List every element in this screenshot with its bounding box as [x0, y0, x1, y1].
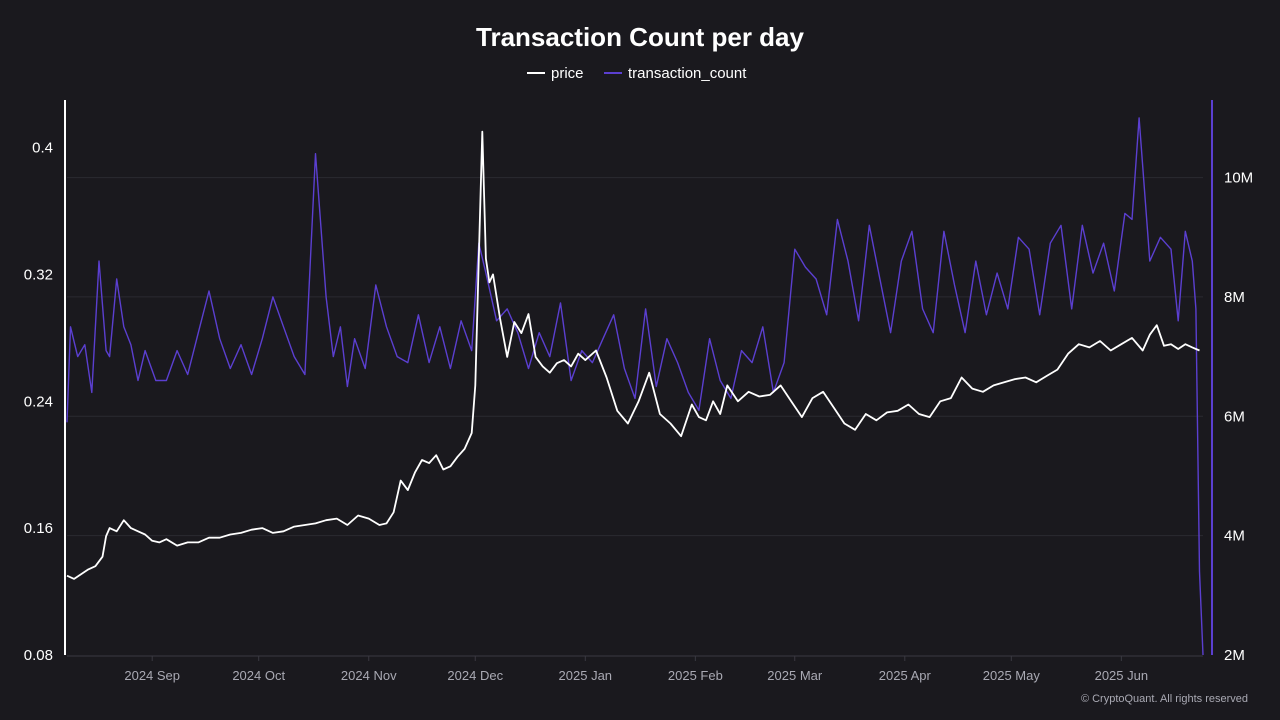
y-right-tick-label: 2M [1224, 647, 1245, 664]
x-tick-label: 2024 Oct [232, 668, 285, 683]
y-right-tick-label: 4M [1224, 528, 1245, 545]
credit-text: © CryptoQuant. All rights reserved [1081, 693, 1248, 705]
x-tick-label: 2024 Nov [341, 668, 397, 683]
y-right-tick-label: 10M [1224, 170, 1253, 187]
y-left-tick-label: 0.08 [24, 647, 53, 664]
x-tick-label: 2025 Jan [559, 668, 613, 683]
x-tick-label: 2025 Feb [668, 668, 723, 683]
legend-label-price: price [551, 65, 584, 82]
y-left-tick-label: 0.24 [24, 393, 53, 410]
legend-label-transaction-count: transaction_count [628, 65, 747, 82]
series-line-price[interactable] [66, 130, 1200, 580]
legend-item-transaction-count[interactable]: transaction_count [604, 65, 747, 82]
x-tick-label: 2025 Jun [1095, 668, 1149, 683]
y-left-tick-label: 0.16 [24, 520, 53, 537]
tick-labels: 0.08 0.16 0.24 0.32 0.4 2M 4M 6M 8M 10M 2024 Sep 20… [24, 140, 1253, 683]
y-left-tick-label: 0.4 [32, 140, 53, 157]
x-tick-label: 2025 Apr [879, 668, 932, 683]
y-right-tick-label: 6M [1224, 408, 1245, 425]
x-tick-label: 2025 Mar [767, 668, 823, 683]
y-right-tick-label: 8M [1224, 289, 1245, 306]
chart-title: Transaction Count per day [476, 22, 804, 52]
legend-item-price[interactable]: price [527, 65, 584, 82]
series-layer [66, 117, 1204, 656]
x-tick-label: 2024 Sep [124, 668, 180, 683]
axes [64, 100, 1213, 657]
grid-lines [67, 177, 1203, 537]
x-tick-label: 2025 May [983, 668, 1041, 683]
x-tick-label: 2024 Dec [447, 668, 503, 683]
y-left-tick-label: 0.32 [24, 266, 53, 283]
legend: price transaction_count [527, 65, 747, 82]
series-line-transaction-count[interactable] [66, 117, 1204, 656]
